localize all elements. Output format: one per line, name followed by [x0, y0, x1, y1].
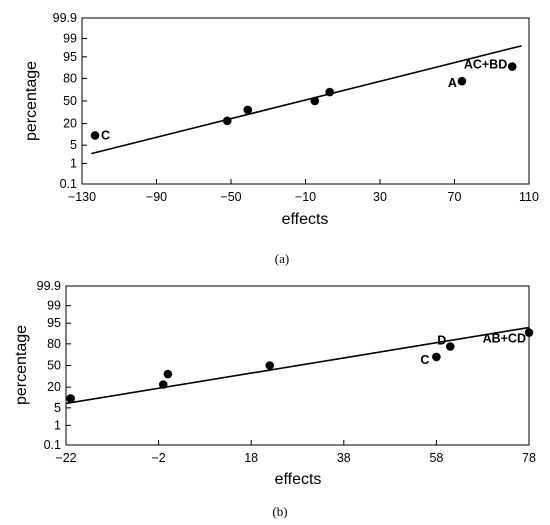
chart-b-points: CD AB+CD — [66, 328, 534, 403]
data-point — [457, 76, 467, 86]
chart-a-y-ticks: 99.9 99 95 80 50 20 5 1 0.1 — [53, 11, 87, 191]
x-tick-label: −22 — [55, 451, 76, 465]
data-point — [445, 342, 455, 351]
chart-b-xlabel: effects — [275, 471, 322, 488]
data-point — [66, 394, 75, 403]
y-tick-label: 20 — [63, 117, 77, 131]
chart-a-caption: (a) — [275, 251, 289, 266]
chart-b-ylabel: percentage — [13, 325, 30, 405]
x-tick-label: 110 — [519, 190, 539, 204]
y-tick-label: 99.9 — [53, 11, 77, 25]
data-point — [507, 62, 517, 71]
data-point — [432, 352, 441, 362]
point-label: C — [101, 128, 110, 142]
x-tick-label: −90 — [146, 190, 167, 204]
point-label: C — [420, 353, 429, 367]
x-tick-label: −10 — [295, 190, 316, 204]
y-tick-label: 80 — [47, 337, 61, 351]
chart-a-fit-line — [91, 45, 522, 155]
data-point — [222, 116, 232, 126]
point-label: AB+CD — [483, 332, 526, 346]
data-point — [163, 369, 173, 379]
chart-b-fit-line — [65, 326, 530, 405]
x-tick-label: 38 — [337, 451, 351, 465]
x-tick-label: −50 — [220, 190, 241, 204]
x-tick-label: −130 — [68, 190, 96, 204]
y-tick-label: 20 — [47, 380, 61, 394]
y-tick-label: 99.9 — [37, 279, 61, 293]
chart-a: 99.9 99 95 80 50 20 5 1 0.1 −130 −90 −50 −10 30 70 110… — [23, 11, 539, 266]
x-tick-label: 70 — [448, 190, 462, 204]
data-point — [265, 361, 275, 370]
point-label: AC+BD — [464, 58, 507, 72]
y-tick-label: 0.1 — [44, 438, 61, 452]
data-point — [524, 328, 534, 337]
x-tick-label: 58 — [429, 451, 443, 465]
chart-b: 99.9 99 95 80 50 20 5 1 0.1 −22 −2 18 38 58 78 CD AB+C… — [13, 279, 536, 519]
chart-b-caption: (b) — [272, 504, 287, 519]
data-point — [325, 87, 335, 97]
y-tick-label: 95 — [47, 316, 61, 330]
y-tick-label: 50 — [63, 94, 77, 108]
y-tick-label: 5 — [54, 401, 61, 415]
fit-line — [65, 326, 530, 405]
chart-b-x-ticks: −22 −2 18 38 58 78 — [55, 440, 536, 465]
data-point — [243, 105, 253, 115]
x-tick-label: 30 — [373, 190, 387, 204]
x-tick-label: 18 — [244, 451, 258, 465]
chart-a-ylabel: percentage — [23, 61, 40, 141]
chart-b-y-ticks: 99.9 99 95 80 50 20 5 1 0.1 — [37, 279, 71, 452]
chart-a-xlabel: effects — [282, 211, 329, 228]
chart-a-points: C A AC+BD — [90, 58, 517, 142]
x-tick-label: 78 — [522, 451, 536, 465]
chart-a-x-ticks: −130 −90 −50 −10 30 70 110 — [68, 179, 539, 204]
point-label: A — [448, 76, 457, 90]
data-point — [158, 380, 168, 389]
y-tick-label: 99 — [63, 32, 77, 46]
y-tick-label: 95 — [63, 50, 77, 64]
data-point — [90, 131, 100, 140]
y-tick-label: 5 — [70, 138, 77, 152]
y-tick-label: 1 — [70, 156, 77, 170]
y-tick-label: 80 — [63, 71, 77, 85]
point-label: D — [437, 333, 446, 347]
x-tick-label: −2 — [151, 451, 165, 465]
y-tick-label: 1 — [54, 418, 61, 432]
fit-line — [91, 45, 522, 155]
chart-a-plot-frame — [81, 17, 530, 185]
data-point — [310, 96, 320, 106]
y-tick-label: 50 — [47, 359, 61, 373]
y-tick-label: 0.1 — [60, 177, 77, 191]
y-tick-label: 99 — [47, 299, 61, 313]
